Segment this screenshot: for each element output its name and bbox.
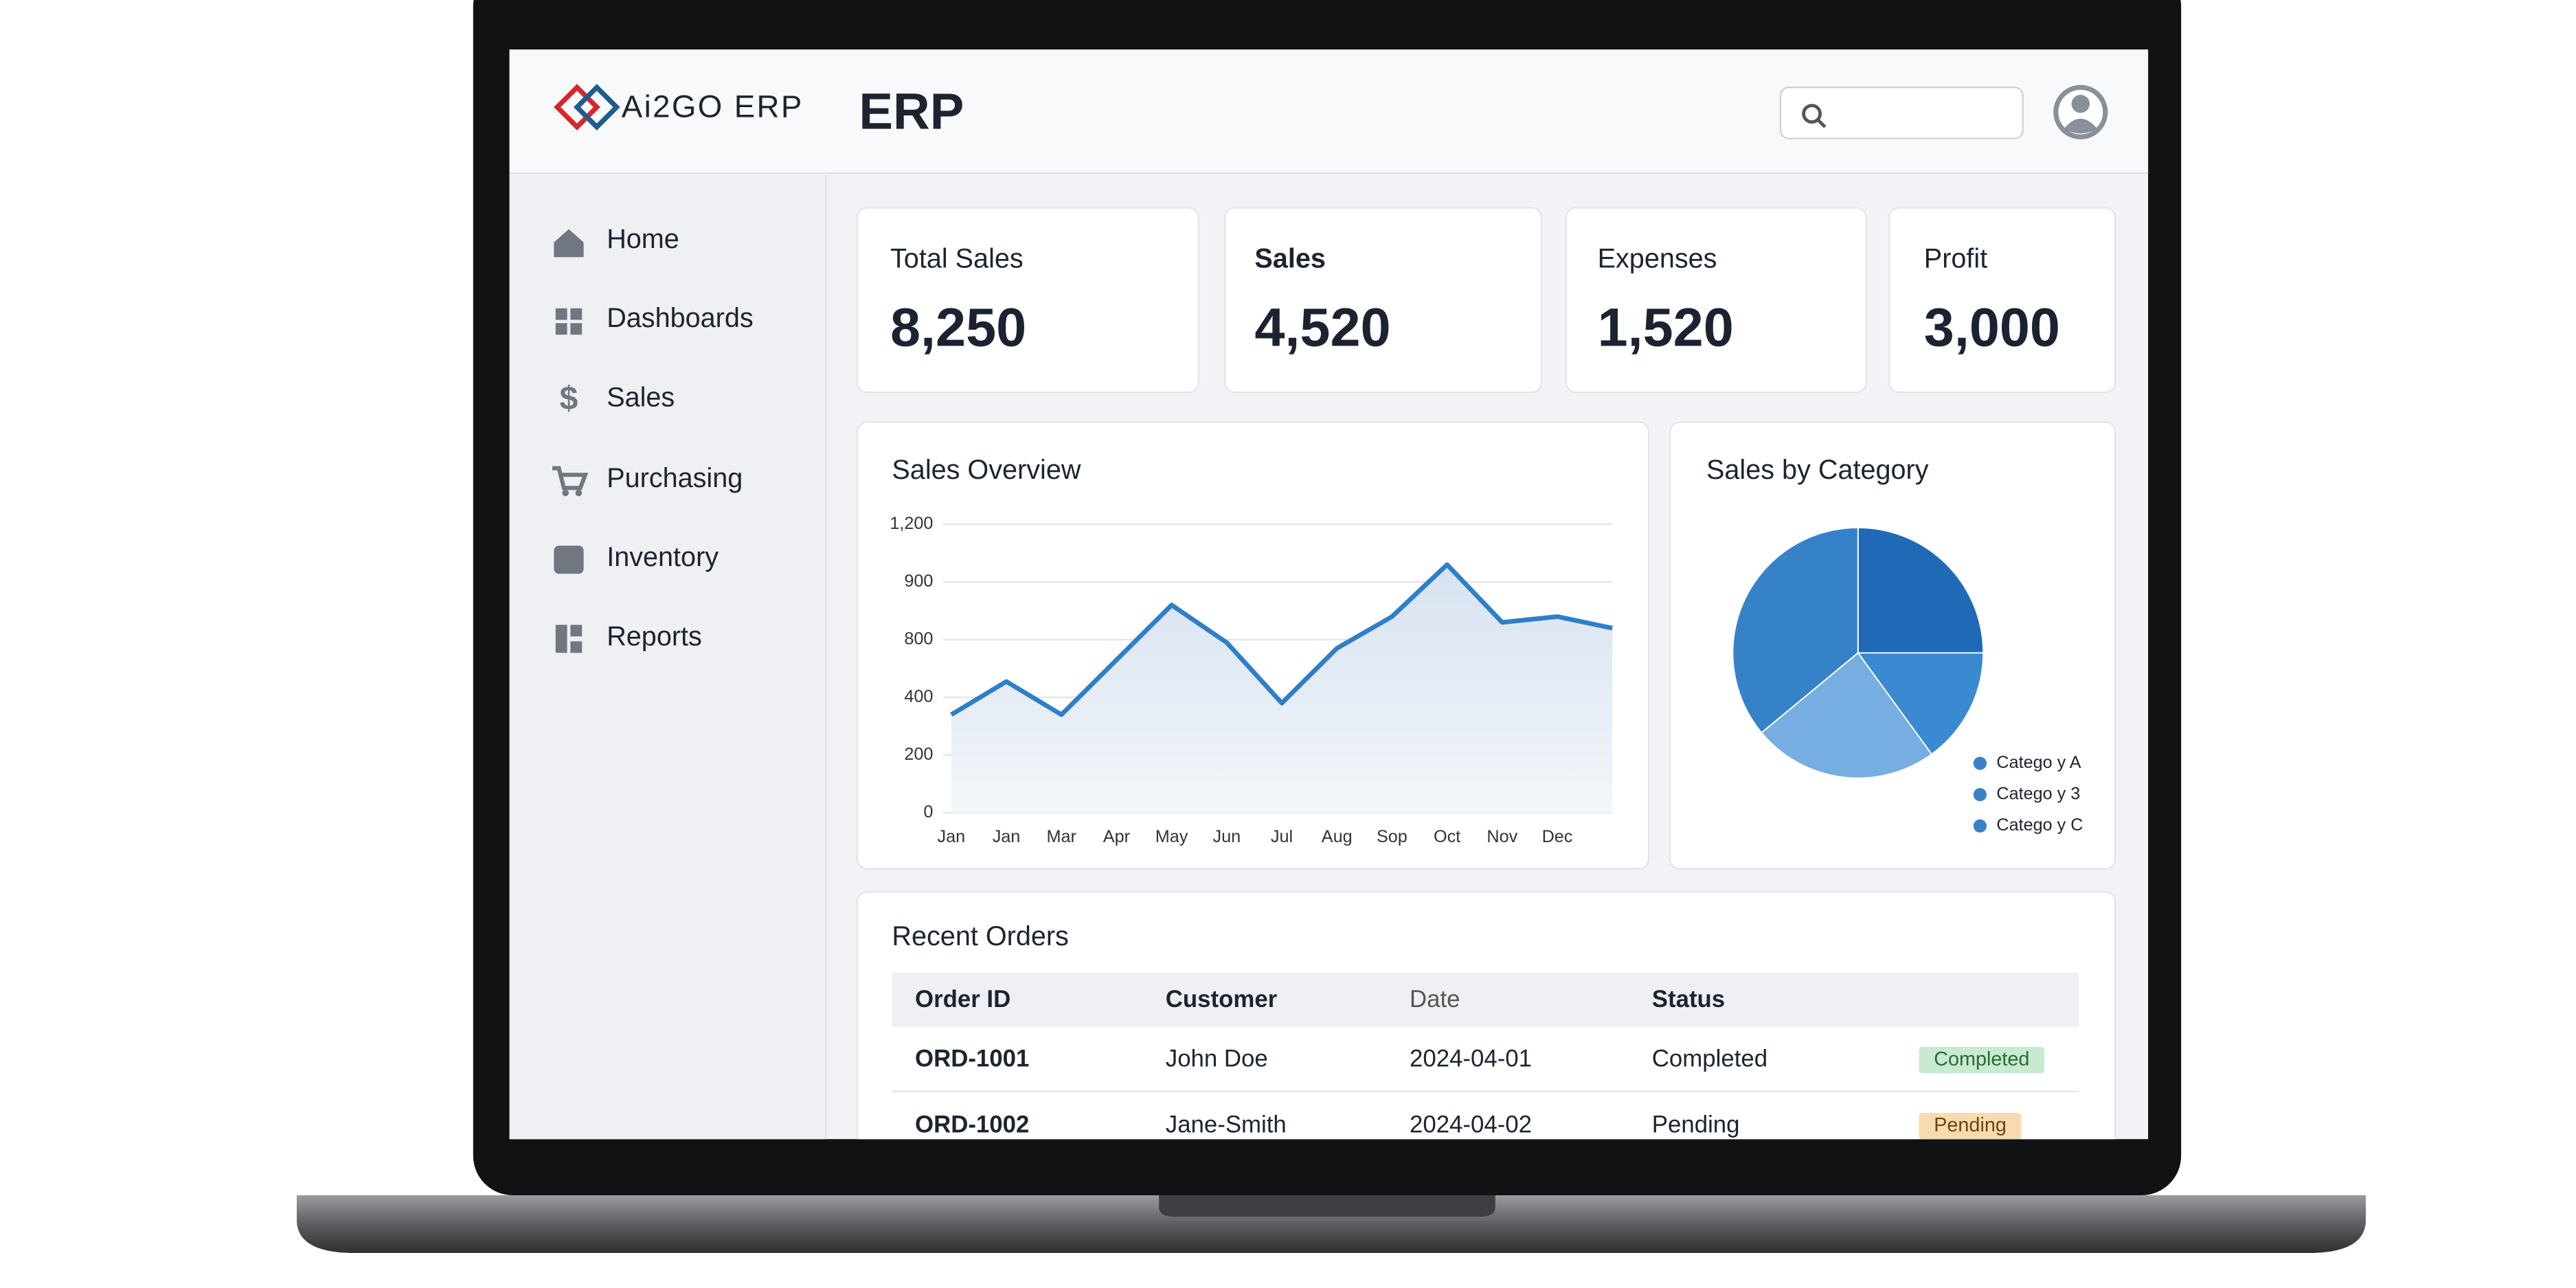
table-cell: ORD-1001: [915, 1045, 1029, 1072]
pie-slice: [1732, 527, 1859, 734]
y-tick-label: 1,200: [890, 514, 933, 533]
table-cell: 2024-04-02: [1410, 1111, 1532, 1138]
y-tick-label: 200: [904, 745, 933, 764]
table-title: Recent Orders: [892, 921, 1068, 951]
y-tick-label: 900: [904, 572, 933, 591]
nav-item[interactable]: Inventory: [607, 542, 719, 572]
x-tick-label: May: [1155, 827, 1188, 846]
table-cell: John Doe: [1166, 1045, 1268, 1072]
x-tick-label: Apr: [1103, 827, 1130, 846]
legend-label: Catego y C: [1996, 815, 2083, 835]
kpi-card: [1565, 207, 1867, 394]
kpi-label: Sales: [1254, 244, 1325, 274]
status-badge-label: Completed: [1934, 1048, 2029, 1070]
pie-slice: [1856, 652, 1985, 756]
kpi-label: Profit: [1924, 244, 1987, 274]
y-tick-label: 0: [923, 802, 933, 822]
column-header: Customer: [1166, 986, 1278, 1013]
column-header: Status: [1652, 986, 1725, 1013]
sales-line: [950, 562, 1613, 717]
kpi-value: 3,000: [1924, 296, 2060, 357]
legend-label: Catego y 3: [1996, 784, 2080, 803]
x-tick-label: Dec: [1542, 827, 1573, 846]
legend-swatch: [1973, 819, 1987, 833]
legend-label: Catego y A: [1996, 753, 2081, 772]
y-tick-label: 400: [904, 687, 933, 706]
kpi-value: 4,520: [1254, 296, 1390, 357]
x-tick-label: Jan: [937, 827, 965, 846]
app-title: ERP: [859, 83, 964, 140]
x-tick-label: Jun: [1212, 827, 1241, 846]
x-tick-label: Sop: [1377, 827, 1408, 846]
kpi-card: [1224, 207, 1543, 394]
column-header: Order ID: [915, 986, 1010, 1013]
nav-item[interactable]: Sales: [607, 382, 675, 412]
kpi-value: 8,250: [890, 296, 1026, 357]
notch: [1159, 1195, 1495, 1217]
nav-item[interactable]: Reports: [607, 621, 702, 651]
sidebar-icons: $: [552, 229, 589, 653]
kpi-value: 1,520: [1598, 296, 1734, 357]
kpi-card: [1888, 207, 2116, 394]
table-cell: Jane-Smith: [1166, 1111, 1287, 1138]
table-cell: Completed: [1652, 1045, 1767, 1072]
sidebar: [509, 174, 826, 1140]
x-tick-label: Mar: [1047, 827, 1076, 846]
legend-swatch: [1973, 788, 1987, 802]
y-tick-label: 800: [904, 629, 933, 648]
table-cell: Pending: [1652, 1111, 1740, 1138]
kpi-label: Total Sales: [890, 244, 1024, 274]
status-badge: [1919, 1113, 2022, 1140]
search-box[interactable]: [1779, 87, 2024, 139]
table-cell: ORD-1002: [915, 1111, 1029, 1138]
logo-text: Ai2GO ERP: [622, 89, 804, 124]
laptop-base: [297, 1195, 2366, 1253]
area-fill: [951, 565, 1613, 813]
pie-slice: [1760, 652, 1933, 779]
kpi-label: Expenses: [1598, 244, 1717, 274]
legend-swatch: [1973, 756, 1987, 770]
x-tick-label: Aug: [1322, 827, 1353, 846]
table-header-bg: [892, 973, 2079, 1028]
nav-item[interactable]: Dashboards: [607, 303, 753, 333]
nav-item[interactable]: Home: [607, 224, 679, 254]
table-cell: 2024-04-01: [1410, 1045, 1532, 1072]
kpi-card: [856, 207, 1199, 394]
x-tick-label: Nov: [1487, 827, 1517, 846]
status-badge-label: Pending: [1934, 1114, 2007, 1136]
x-tick-label: Oct: [1434, 827, 1460, 846]
nav-item[interactable]: Purchasing: [607, 463, 743, 493]
chart-title: Sales by Category: [1706, 455, 1929, 485]
svg-text:$: $: [560, 381, 578, 417]
chart-title: Sales Overview: [892, 455, 1081, 485]
pie-slice: [1857, 527, 1985, 654]
x-tick-label: Jan: [993, 827, 1021, 846]
search-icon: [1802, 104, 1827, 128]
logo-mark: [554, 84, 620, 131]
column-header: Date: [1410, 986, 1460, 1013]
status-badge: [1919, 1047, 2045, 1074]
x-tick-label: Jul: [1271, 827, 1293, 846]
avatar[interactable]: [2053, 84, 2108, 139]
